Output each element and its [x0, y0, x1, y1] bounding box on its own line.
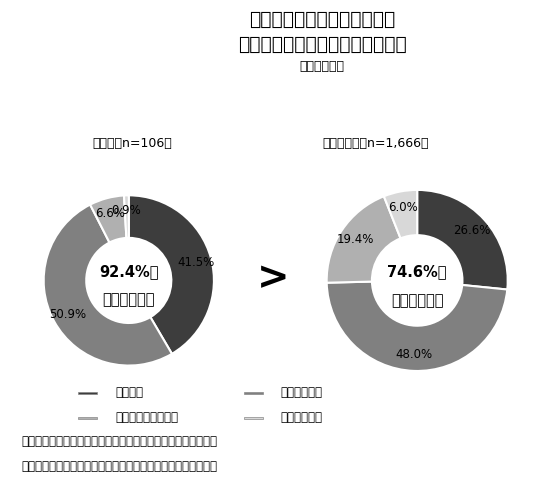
Wedge shape: [384, 190, 417, 238]
Wedge shape: [326, 196, 400, 283]
Wedge shape: [90, 195, 127, 243]
Text: 26.6%: 26.6%: [454, 224, 491, 237]
Text: そう思う: そう思う: [115, 386, 143, 399]
Text: 若手・中堅は７割強が「所属企業は仕事と子育てを両立できる: 若手・中堅は７割強が「所属企業は仕事と子育てを両立できる: [21, 435, 217, 448]
Text: >: >: [256, 259, 289, 297]
Text: 職場環境だ」と答えた。経営者はさらに多く、９割を超える。: 職場環境だ」と答えた。経営者はさらに多く、９割を超える。: [21, 460, 217, 473]
Wedge shape: [44, 205, 172, 366]
Wedge shape: [129, 195, 214, 354]
Text: 「そう思う」: 「そう思う」: [391, 293, 444, 308]
Text: 両立できる職場環境だと思うか？: 両立できる職場環境だと思うか？: [237, 34, 407, 54]
FancyBboxPatch shape: [244, 417, 263, 419]
FancyBboxPatch shape: [78, 417, 97, 419]
Text: 48.0%: 48.0%: [396, 348, 433, 361]
Text: 所属企業は、仕事と子育てを: 所属企業は、仕事と子育てを: [249, 10, 395, 29]
Text: ややそう思う: ややそう思う: [281, 386, 323, 399]
FancyBboxPatch shape: [78, 392, 97, 394]
Text: 「そう思う」: 「そう思う」: [102, 292, 155, 307]
Text: 50.9%: 50.9%: [49, 308, 86, 321]
Text: 92.4%が: 92.4%が: [99, 264, 158, 279]
Text: 41.5%: 41.5%: [178, 255, 214, 269]
Wedge shape: [417, 190, 508, 289]
Text: 6.0%: 6.0%: [389, 201, 418, 214]
Text: 図表9: 図表9: [36, 23, 62, 36]
Text: 経営者（n=106）: 経営者（n=106）: [92, 137, 172, 150]
Text: 若手・中堅（n=1,666）: 若手・中堅（n=1,666）: [322, 137, 428, 150]
FancyBboxPatch shape: [244, 392, 263, 394]
Text: 19.4%: 19.4%: [337, 233, 374, 246]
Text: そう思わない: そう思わない: [281, 411, 323, 424]
Text: 0.9%: 0.9%: [111, 204, 141, 217]
Text: 6.6%: 6.6%: [95, 207, 125, 219]
Text: （単一回答）: （単一回答）: [300, 60, 344, 73]
Wedge shape: [326, 281, 507, 371]
Text: あまりそう思わない: あまりそう思わない: [115, 411, 178, 424]
Wedge shape: [124, 195, 129, 238]
Text: 74.6%が: 74.6%が: [388, 264, 447, 279]
